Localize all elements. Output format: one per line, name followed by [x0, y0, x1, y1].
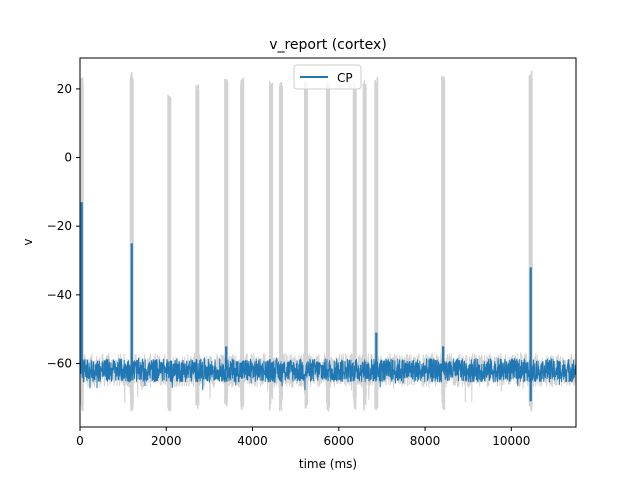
y-tick-label: −40 — [47, 288, 72, 302]
series-cp-trace — [80, 202, 576, 402]
x-axis-ticks: 0 2000 4000 6000 8000 10000 — [76, 427, 530, 448]
y-axis-ticks: 20 0 −20 −40 −60 — [47, 82, 80, 370]
y-tick-label: 20 — [57, 82, 72, 96]
x-tick-label: 10000 — [492, 434, 530, 448]
y-axis-label: v — [21, 238, 35, 245]
series-cp-line — [80, 356, 576, 391]
x-tick-label: 8000 — [410, 434, 441, 448]
chart-title: v_report (cortex) — [269, 37, 387, 53]
background-spike — [167, 94, 172, 412]
background-spike — [278, 82, 284, 411]
background-spike — [303, 80, 309, 409]
x-tick-label: 6000 — [324, 434, 355, 448]
background-spike — [224, 78, 229, 407]
legend: CP — [293, 64, 362, 90]
x-tick-label: 0 — [76, 434, 84, 448]
y-tick-label: −20 — [47, 219, 72, 233]
background-spike — [325, 80, 331, 412]
axes-frame — [79, 57, 577, 428]
x-axis-label: time (ms) — [299, 457, 357, 471]
plot-area — [80, 70, 576, 412]
x-tick-label: 4000 — [237, 434, 268, 448]
background-spike — [374, 76, 379, 411]
background-spike — [352, 80, 357, 410]
background-spike — [195, 84, 200, 409]
legend-label-cp: CP — [337, 71, 353, 85]
background-spike — [441, 76, 446, 411]
background-spike — [269, 81, 274, 411]
y-tick-label: 0 — [64, 151, 72, 165]
background-spike — [528, 70, 533, 412]
background-spike — [240, 77, 245, 411]
background-spike — [362, 80, 367, 411]
y-tick-label: −60 — [47, 356, 72, 370]
x-tick-label: 2000 — [151, 434, 182, 448]
